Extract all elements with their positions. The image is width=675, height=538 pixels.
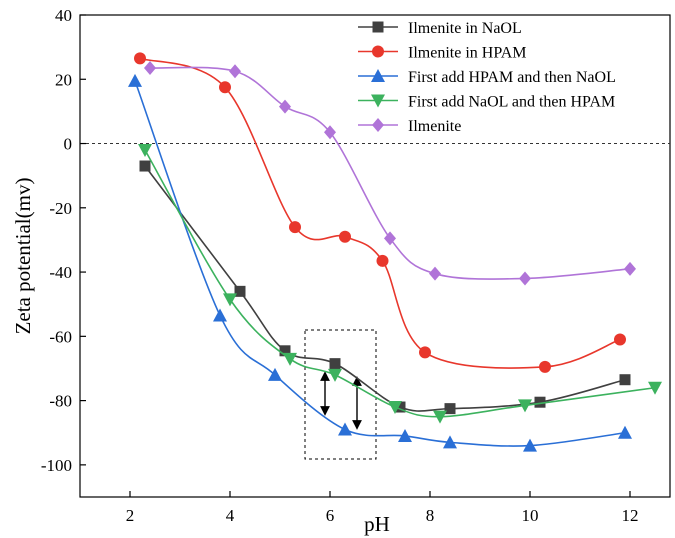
series-1 xyxy=(139,160,631,415)
legend-label: Ilmenite in HPAM xyxy=(408,45,527,62)
highlight-rect xyxy=(304,329,377,460)
x-tick-label: 6 xyxy=(326,506,335,525)
y-tick-label: -60 xyxy=(49,327,72,346)
y-tick-label: -80 xyxy=(49,392,72,411)
data-point xyxy=(398,428,412,442)
data-point xyxy=(618,425,632,439)
data-point xyxy=(619,374,631,386)
data-point xyxy=(329,358,341,370)
legend-item: First add NaOL and then HPAM xyxy=(358,94,615,111)
data-point xyxy=(534,396,546,408)
data-point xyxy=(339,230,351,243)
y-tick-label: -100 xyxy=(41,456,72,475)
y-tick-label: -20 xyxy=(49,199,72,218)
legend-marker xyxy=(371,94,385,108)
series-line xyxy=(139,57,621,369)
data-point xyxy=(433,410,447,424)
data-point xyxy=(213,308,227,322)
data-point xyxy=(519,271,531,286)
data-point xyxy=(518,399,532,413)
data-point xyxy=(279,345,291,357)
series-5 xyxy=(144,61,636,286)
x-tick-label: 8 xyxy=(426,506,435,525)
series-2 xyxy=(134,52,626,373)
plot-frame xyxy=(79,14,671,498)
x-tick-label: 4 xyxy=(226,506,235,525)
series-line xyxy=(144,165,626,412)
axes: 2 4 6 8 10 12 40 20 0 -20 -40 -60 -80 -100 xyxy=(41,6,639,525)
data-point xyxy=(624,261,636,276)
x-tick-label: 2 xyxy=(126,506,135,525)
legend-marker xyxy=(372,118,384,132)
series-4 xyxy=(138,143,662,424)
series-line xyxy=(144,149,656,418)
data-point xyxy=(388,401,402,415)
legend-item: Ilmenite xyxy=(358,118,461,135)
data-point xyxy=(328,368,342,382)
legend-item: Ilmenite in NaOL xyxy=(358,20,522,37)
data-point xyxy=(429,266,441,281)
data-point xyxy=(614,333,626,346)
series-layer xyxy=(128,52,662,452)
data-point xyxy=(443,435,457,449)
data-point xyxy=(134,52,146,65)
data-point xyxy=(219,81,231,94)
data-point xyxy=(283,352,297,366)
data-point xyxy=(419,346,431,359)
data-point xyxy=(268,367,282,381)
data-point xyxy=(394,401,406,413)
data-point xyxy=(324,125,336,140)
data-point xyxy=(138,143,152,157)
legend-label: Ilmenite xyxy=(408,118,461,135)
x-tick-label: 10 xyxy=(522,506,539,525)
y-tick-label: 20 xyxy=(55,70,72,89)
data-point xyxy=(289,221,301,234)
legend-marker xyxy=(372,21,384,33)
legend-item: First add HPAM and then NaOL xyxy=(358,69,616,86)
data-point xyxy=(234,285,246,297)
legend-label: First add HPAM and then NaOL xyxy=(408,69,616,86)
data-point xyxy=(523,438,537,452)
data-point xyxy=(338,422,352,436)
y-tick-label: -40 xyxy=(49,263,72,282)
legend-marker xyxy=(372,45,384,58)
legend-item: Ilmenite in HPAM xyxy=(358,45,527,62)
x-axis-title: pH xyxy=(364,512,390,536)
y-axis-title: Zeta potential(mv) xyxy=(11,178,35,335)
legend-marker xyxy=(371,69,385,82)
x-tick-label: 12 xyxy=(622,506,639,525)
data-point xyxy=(539,360,551,373)
data-point xyxy=(223,293,237,307)
data-point xyxy=(279,99,291,114)
annotation-box xyxy=(304,329,377,460)
data-point xyxy=(139,160,151,172)
series-3 xyxy=(128,73,632,452)
legend-label: Ilmenite in NaOL xyxy=(408,20,522,37)
data-point xyxy=(444,403,456,415)
legend: Ilmenite in NaOL Ilmenite in HPAM First ad… xyxy=(358,20,616,135)
y-tick-label: 40 xyxy=(55,6,72,25)
data-point xyxy=(384,231,396,246)
data-point xyxy=(648,381,662,395)
legend-label: First add NaOL and then HPAM xyxy=(408,94,615,111)
y-tick-label: 0 xyxy=(64,135,73,154)
data-point xyxy=(128,73,142,87)
data-point xyxy=(376,254,389,267)
data-point xyxy=(229,64,241,79)
data-point xyxy=(144,61,156,76)
